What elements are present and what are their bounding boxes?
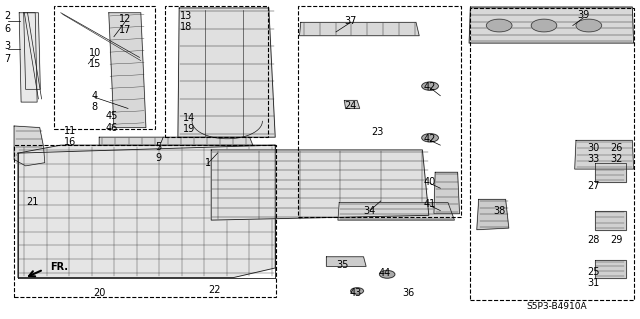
Text: 42: 42 [424, 134, 436, 144]
Polygon shape [326, 257, 366, 266]
Polygon shape [338, 203, 454, 220]
Text: 28: 28 [588, 235, 600, 245]
Text: 35: 35 [336, 260, 349, 271]
Circle shape [351, 288, 364, 294]
Text: 41: 41 [424, 199, 436, 209]
Text: 10: 10 [88, 48, 101, 58]
Circle shape [422, 82, 438, 90]
Ellipse shape [576, 19, 602, 32]
Bar [54, 6, 155, 129]
Text: 33: 33 [588, 154, 600, 165]
Circle shape [380, 271, 395, 278]
Polygon shape [477, 199, 509, 230]
Text: 8: 8 [92, 102, 98, 112]
Polygon shape [575, 140, 634, 169]
Text: 40: 40 [424, 177, 436, 187]
Text: 5: 5 [156, 142, 162, 152]
Polygon shape [18, 145, 275, 278]
Bar [298, 6, 461, 217]
Text: 31: 31 [588, 278, 600, 288]
Text: 45: 45 [106, 111, 118, 122]
Polygon shape [434, 172, 460, 214]
Text: 3: 3 [4, 41, 11, 51]
Bar [165, 6, 268, 137]
Polygon shape [595, 211, 626, 230]
Text: 37: 37 [344, 16, 357, 26]
Ellipse shape [531, 19, 557, 32]
Text: 20: 20 [93, 288, 106, 298]
Text: 24: 24 [344, 101, 357, 111]
Polygon shape [211, 150, 429, 220]
Polygon shape [344, 100, 360, 108]
Text: 26: 26 [610, 143, 623, 153]
Ellipse shape [486, 19, 512, 32]
Text: 34: 34 [364, 205, 376, 216]
Text: 30: 30 [588, 143, 600, 153]
Text: 17: 17 [118, 25, 131, 35]
Polygon shape [99, 137, 253, 145]
Text: 21: 21 [26, 197, 38, 207]
Polygon shape [178, 8, 275, 137]
Text: 14: 14 [182, 113, 195, 123]
Text: 9: 9 [156, 153, 162, 163]
Polygon shape [595, 163, 626, 182]
Text: 1: 1 [205, 158, 211, 168]
Text: 43: 43 [349, 288, 362, 298]
Text: 13: 13 [179, 11, 192, 21]
Text: 11: 11 [64, 126, 77, 136]
Polygon shape [109, 13, 146, 128]
Bar [470, 8, 634, 300]
Bar [14, 145, 276, 297]
Polygon shape [14, 126, 45, 166]
Text: 46: 46 [106, 122, 118, 133]
Text: 2: 2 [4, 11, 11, 21]
Text: 38: 38 [493, 205, 506, 216]
Polygon shape [595, 260, 626, 278]
Text: 29: 29 [610, 235, 623, 245]
Text: 4: 4 [92, 91, 98, 101]
Text: FR.: FR. [50, 262, 68, 272]
Text: 23: 23 [371, 127, 384, 137]
Text: 42: 42 [424, 82, 436, 92]
Text: 12: 12 [118, 14, 131, 24]
Text: 16: 16 [64, 137, 77, 147]
Polygon shape [300, 22, 419, 36]
Text: 27: 27 [588, 181, 600, 191]
Circle shape [422, 134, 438, 142]
Text: 39: 39 [577, 10, 590, 20]
Polygon shape [469, 7, 634, 43]
Text: 36: 36 [402, 288, 415, 298]
Text: 15: 15 [88, 59, 101, 69]
Text: 44: 44 [378, 268, 391, 278]
Text: S5P3-B4910A: S5P3-B4910A [527, 302, 587, 311]
Text: 25: 25 [588, 267, 600, 277]
Polygon shape [24, 13, 40, 89]
Text: 18: 18 [179, 22, 192, 32]
Text: 32: 32 [610, 154, 623, 165]
Text: 6: 6 [4, 24, 11, 34]
Text: 7: 7 [4, 54, 11, 64]
Text: 19: 19 [182, 124, 195, 134]
Text: 22: 22 [208, 285, 221, 295]
Polygon shape [19, 13, 37, 102]
